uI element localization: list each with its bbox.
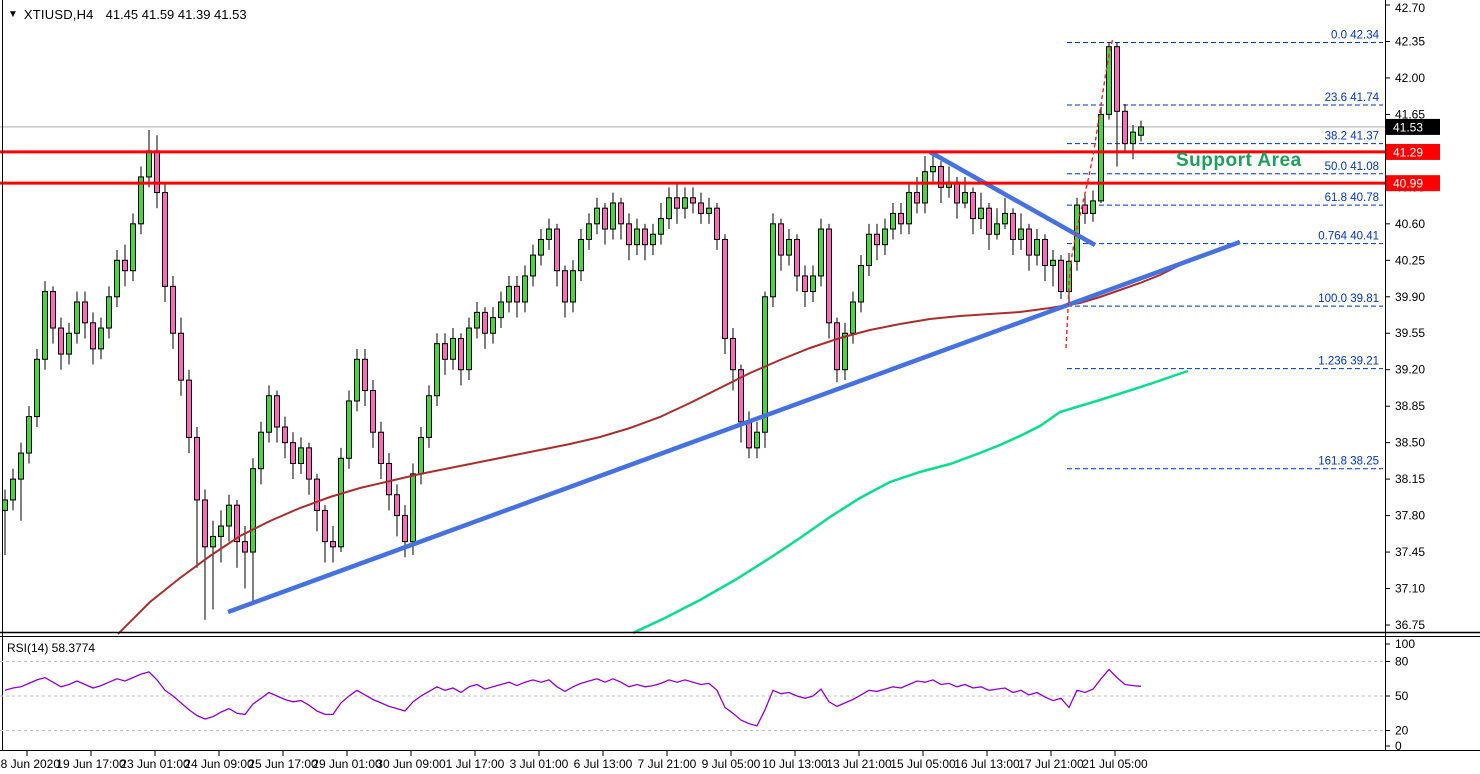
horizontal-support-lines[interactable] [0,150,1385,185]
svg-text:0.0 42.34: 0.0 42.34 [1331,30,1380,42]
chart-title-bar: ▼ XTIUSD,H4 41.45 41.59 41.39 41.53 [8,7,247,22]
svg-text:3 Jul 01:00: 3 Jul 01:00 [510,757,569,771]
ohlc-readout: 41.45 41.59 41.39 41.53 [105,7,247,22]
price-tag-41.53: 41.53 [1386,118,1440,135]
svg-text:9 Jul 05:00: 9 Jul 05:00 [702,757,761,771]
svg-text:50: 50 [1395,689,1409,703]
svg-text:0.764 40.41: 0.764 40.41 [1318,231,1379,243]
descending-trendline[interactable] [928,150,1097,247]
svg-text:41.53: 41.53 [1393,120,1423,134]
symbol-timeframe-label: XTIUSD,H4 [23,7,94,22]
svg-text:20: 20 [1395,724,1409,738]
svg-text:100.0 39.81: 100.0 39.81 [1318,293,1379,305]
svg-text:0: 0 [1395,739,1402,753]
svg-text:41.65: 41.65 [1395,107,1425,121]
svg-text:80: 80 [1395,655,1409,669]
price-axis[interactable]: 42.7042.3542.0041.6541.3040.9540.6040.25… [1385,1,1425,632]
svg-text:23.6 41.74: 23.6 41.74 [1325,92,1380,104]
rsi-axis[interactable]: 100 80 50 200 [1385,637,1415,753]
svg-text:38.2 41.37: 38.2 41.37 [1325,131,1379,143]
price-tag-40.99: 40.99 [1386,175,1440,192]
symbol-dropdown-icon[interactable]: ▼ [8,8,18,20]
svg-text:38.85: 38.85 [1395,399,1425,413]
svg-text:42.00: 42.00 [1395,71,1425,85]
svg-text:23 Jun 01:00: 23 Jun 01:00 [120,757,190,771]
rsi-gridlines [0,661,1385,731]
svg-text:61.8 40.78: 61.8 40.78 [1325,192,1379,204]
svg-text:38.50: 38.50 [1395,436,1425,450]
svg-text:25 Jun 17:00: 25 Jun 17:00 [248,757,318,771]
svg-text:39.20: 39.20 [1395,363,1425,377]
svg-text:19 Jun 17:00: 19 Jun 17:00 [56,757,126,771]
svg-text:29 Jun 01:00: 29 Jun 01:00 [312,757,382,771]
svg-text:37.80: 37.80 [1395,509,1425,523]
rsi-indicator-label: RSI(14) 58.3774 [7,641,96,655]
svg-text:10 Jul 13:00: 10 Jul 13:00 [762,757,828,771]
svg-text:40.25: 40.25 [1395,253,1425,267]
svg-text:37.45: 37.45 [1395,545,1425,559]
svg-text:13 Jul 21:00: 13 Jul 21:00 [826,757,892,771]
svg-text:24 Jun 09:00: 24 Jun 09:00 [184,757,254,771]
price-projection-arrow[interactable] [1065,37,1114,349]
svg-text:38.15: 38.15 [1395,472,1425,486]
rsi-line [4,668,1142,727]
svg-text:40.99: 40.99 [1393,177,1423,191]
svg-text:1 Jul 17:00: 1 Jul 17:00 [446,757,505,771]
svg-text:37.10: 37.10 [1395,582,1425,596]
svg-text:7 Jul 21:00: 7 Jul 21:00 [638,757,697,771]
candlestick-layer[interactable] [2,42,1144,620]
svg-text:17 Jul 21:00: 17 Jul 21:00 [1018,757,1084,771]
moving-average-slow-red [117,256,1196,635]
svg-text:36.75: 36.75 [1395,618,1425,632]
svg-text:39.55: 39.55 [1395,326,1425,340]
svg-text:50.0 41.08: 50.0 41.08 [1325,161,1379,173]
svg-text:161.8 38.25: 161.8 38.25 [1318,456,1379,468]
svg-text:30 Jun 09:00: 30 Jun 09:00 [376,757,446,771]
svg-text:6 Jul 13:00: 6 Jul 13:00 [574,757,633,771]
svg-text:15 Jul 05:00: 15 Jul 05:00 [890,757,956,771]
svg-text:41.29: 41.29 [1393,145,1423,159]
moving-average-fast-green [632,369,1189,635]
price-tag-41.29: 41.29 [1386,143,1440,160]
svg-text:39.90: 39.90 [1395,290,1425,304]
svg-text:42.35: 42.35 [1395,34,1425,48]
svg-text:40.60: 40.60 [1395,217,1425,231]
svg-text:16 Jul 13:00: 16 Jul 13:00 [954,757,1020,771]
support-area-annotation[interactable]: Support Area [1176,150,1302,171]
svg-text:1.236 39.21: 1.236 39.21 [1318,356,1379,368]
svg-text:21 Jul 05:00: 21 Jul 05:00 [1082,757,1148,771]
svg-text:18 Jun 2020: 18 Jun 2020 [0,757,60,771]
ascending-trendline[interactable] [227,239,1241,615]
svg-text:42.70: 42.70 [1395,1,1425,15]
svg-text:100: 100 [1395,637,1415,651]
